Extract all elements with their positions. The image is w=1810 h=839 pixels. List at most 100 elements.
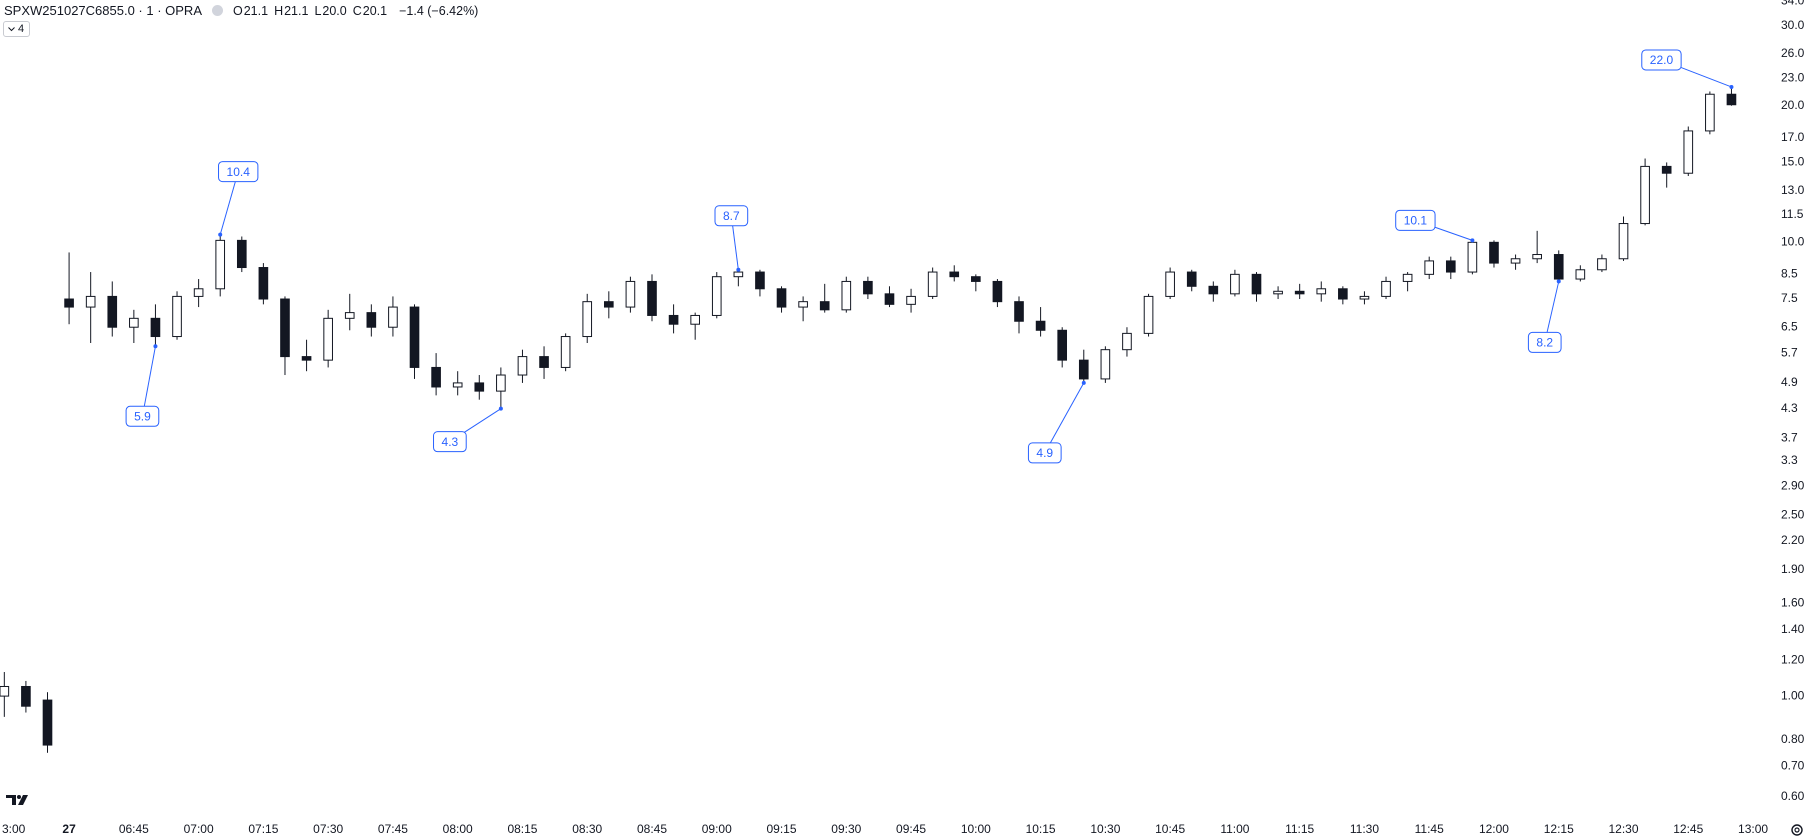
annotation-label: 4.3 — [442, 435, 459, 449]
annotation: 10.4 — [218, 161, 259, 237]
ohlc-field: C20.1 — [353, 4, 387, 18]
annotation-label: 22.0 — [1650, 53, 1674, 67]
annotation-box — [1395, 209, 1436, 231]
candle-body — [21, 685, 31, 707]
candle-body — [496, 374, 506, 392]
annotation: 22.0 — [1641, 49, 1734, 89]
candle-body — [1467, 241, 1478, 273]
ohlc: O21.1 H21.1 L20.0 C20.1 — [233, 4, 393, 18]
x-tick-label: 11:15 — [1285, 822, 1314, 836]
x-tick-label: 11:00 — [1220, 822, 1249, 836]
candle-body — [1726, 93, 1737, 106]
annotation-box — [1641, 49, 1682, 71]
candle-body — [1618, 223, 1629, 260]
candle-body — [798, 301, 808, 308]
annotation-label: 10.4 — [227, 165, 251, 179]
annotation-point — [1470, 238, 1475, 243]
candle-body — [776, 288, 787, 308]
annotation-label: 4.9 — [1036, 446, 1053, 460]
y-tick-label: 8.5 — [1781, 267, 1798, 281]
x-tick-label: 09:00 — [702, 822, 732, 836]
y-tick-label: 1.40 — [1781, 622, 1805, 636]
candle-body — [1489, 241, 1499, 264]
annotation-point — [498, 406, 503, 411]
candle-body — [409, 306, 420, 368]
x-tick-label: 10:30 — [1090, 822, 1120, 836]
candle-body — [258, 267, 269, 300]
annotation: 5.9 — [125, 344, 160, 427]
candle-body — [863, 280, 873, 295]
candle-body — [647, 280, 657, 316]
y-tick-label: 2.90 — [1781, 478, 1805, 492]
x-tick-label: 12:15 — [1544, 822, 1574, 836]
x-tick-label: 11:30 — [1350, 822, 1379, 836]
annotation-box — [1527, 331, 1562, 353]
candle-body — [1553, 254, 1564, 280]
status-icon — [212, 5, 223, 16]
x-tick-label: 13:00 — [1738, 822, 1768, 836]
annotation: 10.1 — [1395, 209, 1475, 243]
candle-body — [1338, 288, 1348, 300]
y-tick-label: 5.7 — [1781, 345, 1798, 359]
y-tick-label: 1.00 — [1781, 688, 1805, 702]
annotation-point — [1556, 279, 1561, 284]
candle-body — [1230, 273, 1240, 295]
x-tick-label: 3:00 — [2, 822, 26, 836]
candle-body — [517, 356, 528, 376]
candle-body — [431, 366, 441, 388]
annotation-label: 5.9 — [134, 409, 151, 423]
candle-body — [42, 699, 53, 746]
indicators-count: 4 — [18, 23, 25, 35]
chevron — [8, 26, 15, 31]
candle-body — [884, 293, 895, 305]
y-tick-label: 11.5 — [1781, 207, 1804, 221]
ohlc-field: O21.1 — [233, 4, 268, 18]
candle-body — [1705, 93, 1715, 132]
candle-body — [215, 239, 226, 290]
candle-body — [603, 301, 614, 308]
candle-body — [841, 280, 852, 311]
candle-body — [992, 280, 1003, 303]
candle-body — [1165, 271, 1175, 297]
ohlc-value: 21.1 — [284, 3, 309, 18]
y-tick-label: 2.50 — [1781, 508, 1805, 522]
annotation: 8.7 — [714, 205, 749, 272]
candle-body — [927, 271, 938, 297]
candle-body — [129, 317, 139, 328]
candle-body — [560, 336, 571, 368]
ohlc-value: 20.1 — [362, 3, 388, 18]
annotation-box — [433, 431, 467, 453]
y-tick-label: 26.0 — [1781, 46, 1805, 60]
candle-body — [733, 271, 744, 278]
candle-body — [236, 239, 247, 269]
candle-body — [1597, 258, 1607, 271]
annotation: 4.3 — [433, 406, 503, 453]
x-tick-label: 12:30 — [1608, 822, 1638, 836]
ohlc-key: O — [233, 3, 243, 18]
candle-body — [85, 295, 96, 308]
candle-body — [193, 288, 204, 297]
candle-body — [1510, 258, 1521, 264]
y-tick-label: 17.0 — [1781, 130, 1805, 144]
y-tick-label: 1.90 — [1781, 562, 1805, 576]
indicators-toggle[interactable]: 4 — [3, 21, 31, 37]
y-tick-label: 15.0 — [1781, 155, 1805, 169]
candle-body — [323, 317, 333, 361]
y-tick-label: 3.7 — [1781, 430, 1798, 444]
annotation-box — [125, 405, 160, 427]
candle-body — [1273, 290, 1283, 295]
ohlc-key: L — [314, 3, 322, 18]
y-tick-label: 2.20 — [1781, 533, 1805, 547]
y-tick-label: 1.60 — [1781, 596, 1805, 610]
candle-body — [1251, 273, 1262, 295]
x-tick-label: 07:45 — [378, 822, 408, 836]
candle-body — [1575, 269, 1586, 280]
x-tick-label: 10:00 — [961, 822, 991, 836]
candle-body — [280, 298, 290, 358]
settings-icon[interactable] — [1791, 824, 1803, 836]
candle-body — [301, 356, 312, 361]
annotation: 4.9 — [1027, 380, 1086, 464]
candle-body — [1143, 295, 1154, 334]
